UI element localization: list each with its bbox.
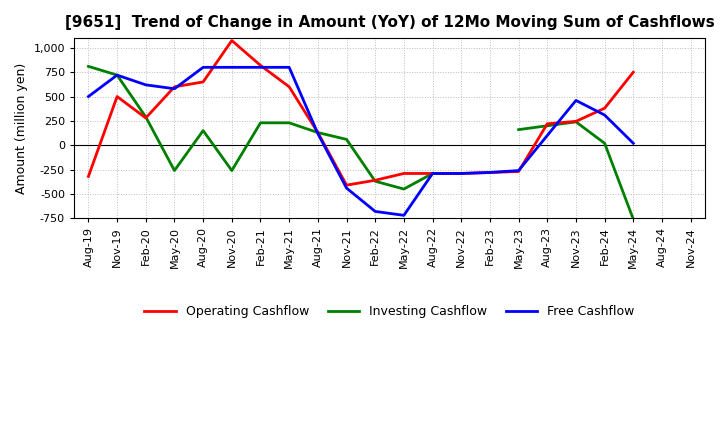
Investing Cashflow [342, 137, 351, 142]
Free Cashflow [543, 133, 552, 138]
Operating Cashflow [141, 115, 150, 121]
Y-axis label: Amount (million yen): Amount (million yen) [15, 62, 28, 194]
Free Cashflow [514, 168, 523, 173]
Operating Cashflow [285, 84, 294, 89]
Free Cashflow [313, 131, 322, 136]
Operating Cashflow [371, 178, 379, 183]
Operating Cashflow [84, 174, 93, 179]
Free Cashflow [400, 213, 408, 218]
Legend: Operating Cashflow, Investing Cashflow, Free Cashflow: Operating Cashflow, Investing Cashflow, … [140, 300, 639, 323]
Line: Free Cashflow: Free Cashflow [89, 67, 634, 215]
Operating Cashflow [428, 171, 437, 176]
Free Cashflow [485, 170, 494, 175]
Investing Cashflow [428, 171, 437, 176]
Operating Cashflow [629, 70, 638, 75]
Operating Cashflow [228, 38, 236, 43]
Free Cashflow [457, 171, 466, 176]
Free Cashflow [629, 141, 638, 146]
Operating Cashflow [400, 171, 408, 176]
Operating Cashflow [457, 171, 466, 176]
Operating Cashflow [113, 94, 122, 99]
Free Cashflow [170, 86, 179, 92]
Line: Operating Cashflow: Operating Cashflow [89, 40, 634, 185]
Free Cashflow [256, 65, 265, 70]
Investing Cashflow [371, 179, 379, 184]
Investing Cashflow [400, 187, 408, 192]
Operating Cashflow [170, 84, 179, 89]
Investing Cashflow [170, 168, 179, 173]
Investing Cashflow [514, 127, 523, 132]
Free Cashflow [342, 185, 351, 191]
Free Cashflow [371, 209, 379, 214]
Free Cashflow [228, 65, 236, 70]
Operating Cashflow [342, 183, 351, 188]
Line: Investing Cashflow: Investing Cashflow [89, 66, 634, 219]
Investing Cashflow [141, 114, 150, 120]
Operating Cashflow [485, 170, 494, 175]
Investing Cashflow [84, 64, 93, 69]
Investing Cashflow [256, 120, 265, 125]
Investing Cashflow [228, 168, 236, 173]
Free Cashflow [600, 112, 609, 117]
Free Cashflow [572, 98, 580, 103]
Investing Cashflow [600, 141, 609, 146]
Operating Cashflow [256, 63, 265, 68]
Investing Cashflow [629, 216, 638, 222]
Free Cashflow [141, 82, 150, 88]
Investing Cashflow [313, 130, 322, 135]
Investing Cashflow [457, 171, 466, 176]
Free Cashflow [84, 94, 93, 99]
Operating Cashflow [313, 130, 322, 135]
Operating Cashflow [199, 79, 207, 84]
Operating Cashflow [600, 106, 609, 111]
Operating Cashflow [572, 119, 580, 124]
Investing Cashflow [113, 73, 122, 78]
Title: [9651]  Trend of Change in Amount (YoY) of 12Mo Moving Sum of Cashflows: [9651] Trend of Change in Amount (YoY) o… [65, 15, 714, 30]
Free Cashflow [199, 65, 207, 70]
Investing Cashflow [199, 128, 207, 133]
Operating Cashflow [514, 169, 523, 174]
Free Cashflow [428, 171, 437, 176]
Free Cashflow [285, 65, 294, 70]
Investing Cashflow [285, 120, 294, 125]
Free Cashflow [113, 73, 122, 78]
Operating Cashflow [543, 121, 552, 126]
Investing Cashflow [572, 119, 580, 125]
Investing Cashflow [543, 123, 552, 128]
